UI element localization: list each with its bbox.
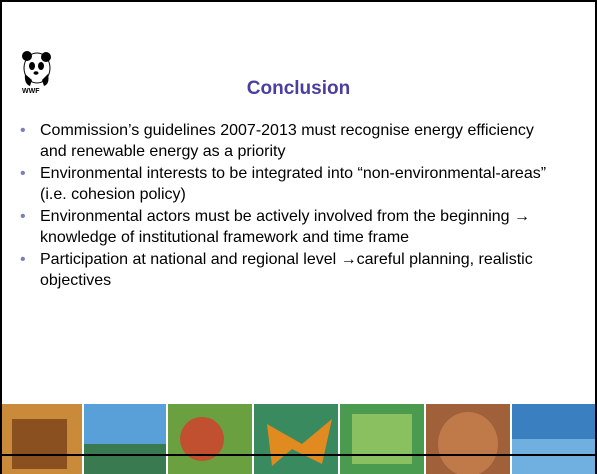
bullet-item: Environmental interests to be integrated… <box>20 163 560 205</box>
bullet-list: Commission’s guidelines 2007-2013 must r… <box>20 120 560 292</box>
slide: WWF Conclusion Commission’s guidelines 2… <box>0 0 597 474</box>
bullet-item: Commission’s guidelines 2007-2013 must r… <box>20 120 560 162</box>
slide-title: Conclusion <box>2 78 595 100</box>
bullet-item: Participation at national and regional l… <box>20 249 560 291</box>
photo-strip <box>2 404 597 474</box>
bullet-item: Environmental actors must be actively in… <box>20 206 560 248</box>
